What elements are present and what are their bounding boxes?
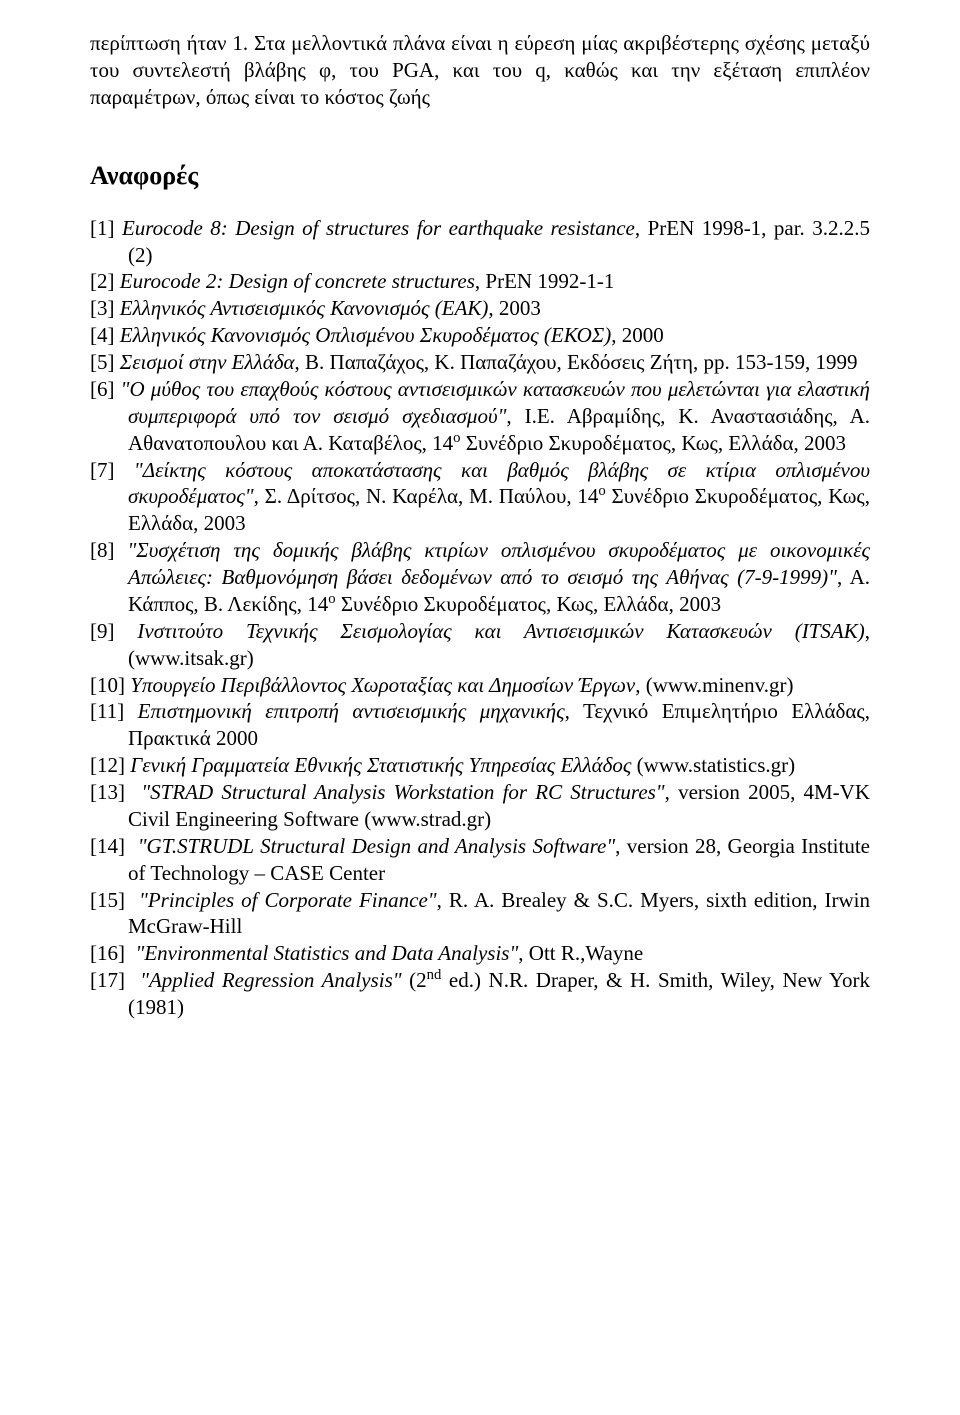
reference-item: [3] Ελληνικός Αντισεισμικός Κανονισμός (…: [128, 295, 870, 322]
reference-number: [13]: [90, 780, 133, 804]
reference-text: , Σ. Δρίτσος, Ν. Καρέλα, Μ. Παύλου, 14: [254, 484, 599, 508]
reference-item: [13] "STRAD Structural Analysis Workstat…: [128, 779, 870, 833]
reference-text: (www.statistics.gr): [631, 753, 795, 777]
reference-text: , PrEN 1992-1-1: [475, 269, 614, 293]
reference-number: [11]: [90, 699, 138, 723]
reference-text: Υπουργείο Περιβάλλοντος Χωροταξίας και Δ…: [130, 673, 635, 697]
reference-item: [17] "Applied Regression Analysis" (2nd …: [128, 967, 870, 1021]
reference-number: [7]: [90, 458, 134, 482]
reference-item: [15] "Principles of Corporate Finance", …: [128, 887, 870, 941]
reference-item: [16] "Environmental Statistics and Data …: [128, 940, 870, 967]
reference-text: Ελληνικός Αντισεισμικός Κανονισμός (ΕΑΚ): [120, 296, 489, 320]
document-page: περίπτωση ήταν 1. Στα μελλοντικά πλάνα ε…: [0, 0, 960, 1415]
reference-item: [12] Γενική Γραμματεία Εθνικής Στατιστικ…: [128, 752, 870, 779]
reference-text: nd: [427, 967, 442, 983]
reference-text: Σεισμοί στην Ελλάδα: [120, 350, 295, 374]
reference-text: Eurocode 2: Design of concrete structure…: [120, 269, 475, 293]
reference-number: [12]: [90, 753, 130, 777]
reference-item: [7] "Δείκτης κόστους αποκατάστασης και β…: [128, 457, 870, 538]
reference-item: [11] Επιστημονική επιτροπή αντισεισμικής…: [128, 698, 870, 752]
reference-number: [1]: [90, 216, 122, 240]
reference-number: [14]: [90, 834, 131, 858]
reference-text: "STRAD Structural Analysis Workstation f…: [133, 780, 664, 804]
reference-text: ο: [328, 591, 335, 607]
reference-number: [15]: [90, 888, 132, 912]
reference-number: [6]: [90, 377, 121, 401]
reference-item: [5] Σεισμοί στην Ελλάδα, Β. Παπαζάχος, Κ…: [128, 349, 870, 376]
reference-number: [2]: [90, 269, 120, 293]
reference-text: Συνέδριο Σκυροδέματος, Κως, Ελλάδα, 2003: [460, 431, 846, 455]
reference-item: [1] Eurocode 8: Design of structures for…: [128, 215, 870, 269]
reference-text: Ινστιτούτο Τεχνικής Σεισμολογίας και Αντ…: [137, 619, 864, 643]
reference-text: , (www.minenv.gr): [635, 673, 793, 697]
reference-text: (2: [402, 968, 427, 992]
reference-item: [14] "GT.STRUDL Structural Design and An…: [128, 833, 870, 887]
intro-paragraph: περίπτωση ήταν 1. Στα μελλοντικά πλάνα ε…: [90, 30, 870, 111]
reference-number: [5]: [90, 350, 120, 374]
reference-text: , 2003: [488, 296, 541, 320]
reference-number: [3]: [90, 296, 120, 320]
reference-text: Γενική Γραμματεία Εθνικής Στατιστικής Υπ…: [130, 753, 631, 777]
reference-number: [16]: [90, 941, 130, 965]
reference-item: [4] Ελληνικός Κανονισμός Οπλισμένου Σκυρ…: [128, 322, 870, 349]
reference-number: [17]: [90, 968, 133, 992]
reference-number: [4]: [90, 323, 120, 347]
reference-number: [9]: [90, 619, 137, 643]
references-list: [1] Eurocode 8: Design of structures for…: [90, 215, 870, 1021]
reference-text: "GT.STRUDL Structural Design and Analysi…: [131, 834, 615, 858]
reference-text: "Συσχέτιση της δομικής βλάβης κτιρίων οπ…: [127, 538, 870, 589]
reference-item: [2] Eurocode 2: Design of concrete struc…: [128, 268, 870, 295]
reference-text: , Β. Παπαζάχος, Κ. Παπαζάχου, Εκδόσεις Ζ…: [295, 350, 858, 374]
reference-text: Επιστημονική επιτροπή αντισεισμικής μηχα…: [138, 699, 565, 723]
reference-item: [6] "Ο μύθος του επαχθούς κόστους αντισε…: [128, 376, 870, 457]
references-heading: Αναφορές: [90, 161, 870, 191]
reference-item: [10] Υπουργείο Περιβάλλοντος Χωροταξίας …: [128, 672, 870, 699]
reference-text: ο: [598, 483, 605, 499]
reference-text: Συνέδριο Σκυροδέματος, Κως, Ελλάδα, 2003: [336, 592, 722, 616]
reference-text: , 2000: [611, 323, 664, 347]
reference-text: "Applied Regression Analysis": [133, 968, 402, 992]
reference-text: , Ott R.,Wayne: [518, 941, 643, 965]
reference-item: [9] Ινστιτούτο Τεχνικής Σεισμολογίας και…: [128, 618, 870, 672]
reference-text: Eurocode 8: Design of structures for ear…: [122, 216, 635, 240]
reference-number: [10]: [90, 673, 130, 697]
reference-number: [8]: [90, 538, 127, 562]
reference-text: "Principles of Corporate Finance": [132, 888, 437, 912]
reference-text: Ελληνικός Κανονισμός Οπλισμένου Σκυροδέμ…: [120, 323, 611, 347]
reference-item: [8] "Συσχέτιση της δομικής βλάβης κτιρίω…: [128, 537, 870, 618]
reference-text: "Environmental Statistics and Data Analy…: [130, 941, 518, 965]
